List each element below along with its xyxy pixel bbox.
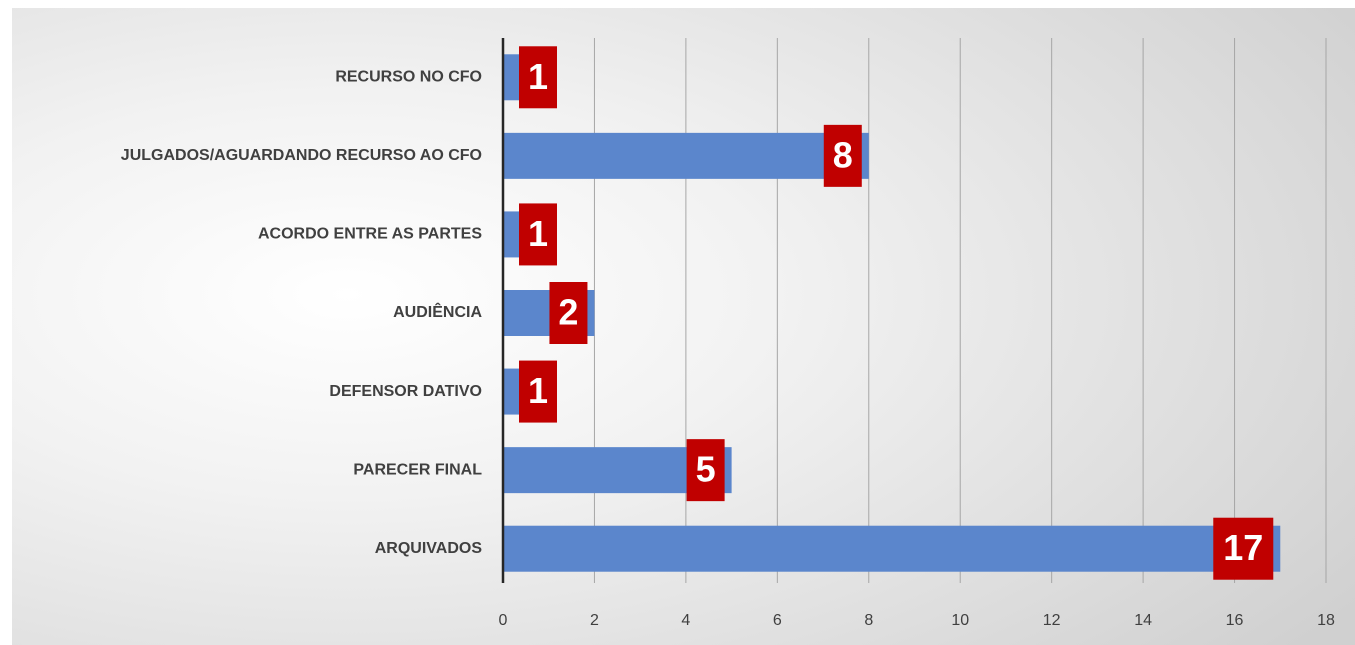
data-label-box	[519, 360, 557, 423]
bar	[503, 525, 1281, 572]
data-label: 5	[696, 449, 716, 490]
x-tick-label: 14	[1134, 612, 1152, 629]
y-tick-label: RECURSO NO CFO	[335, 69, 482, 86]
data-label: 1	[528, 370, 548, 411]
data-label: 1	[528, 213, 548, 254]
x-tick-label: 16	[1226, 612, 1244, 629]
data-label-box	[549, 282, 588, 344]
y-tick-label: ACORDO ENTRE AS PARTES	[258, 226, 482, 243]
y-tick-label: JULGADOS/AGUARDANDO RECURSO AO CFO	[121, 147, 482, 164]
y-tick-label: DEFENSOR DATIVO	[329, 383, 482, 400]
data-label-box	[519, 46, 557, 109]
x-tick-label: 12	[1043, 612, 1061, 629]
x-tick-label: 10	[951, 612, 969, 629]
data-label: 8	[833, 134, 853, 175]
x-tick-label: 2	[590, 612, 599, 629]
bar	[503, 132, 869, 179]
x-tick-label: 0	[499, 612, 508, 629]
data-label-box	[519, 203, 557, 266]
y-tick-label: PARECER FINAL	[353, 461, 482, 478]
x-tick-label: 6	[773, 612, 782, 629]
data-label: 1	[528, 56, 548, 97]
x-tick-label: 8	[864, 612, 873, 629]
x-tick-label: 4	[681, 612, 690, 629]
data-label: 17	[1223, 527, 1263, 568]
data-label: 2	[558, 292, 578, 333]
y-tick-label: AUDIÊNCIA	[393, 302, 482, 321]
x-tick-label: 18	[1317, 612, 1335, 629]
data-label-box	[1213, 517, 1274, 580]
data-label-box	[686, 439, 725, 502]
y-tick-label: ARQUIVADOS	[375, 540, 483, 557]
data-label-box	[823, 124, 862, 187]
